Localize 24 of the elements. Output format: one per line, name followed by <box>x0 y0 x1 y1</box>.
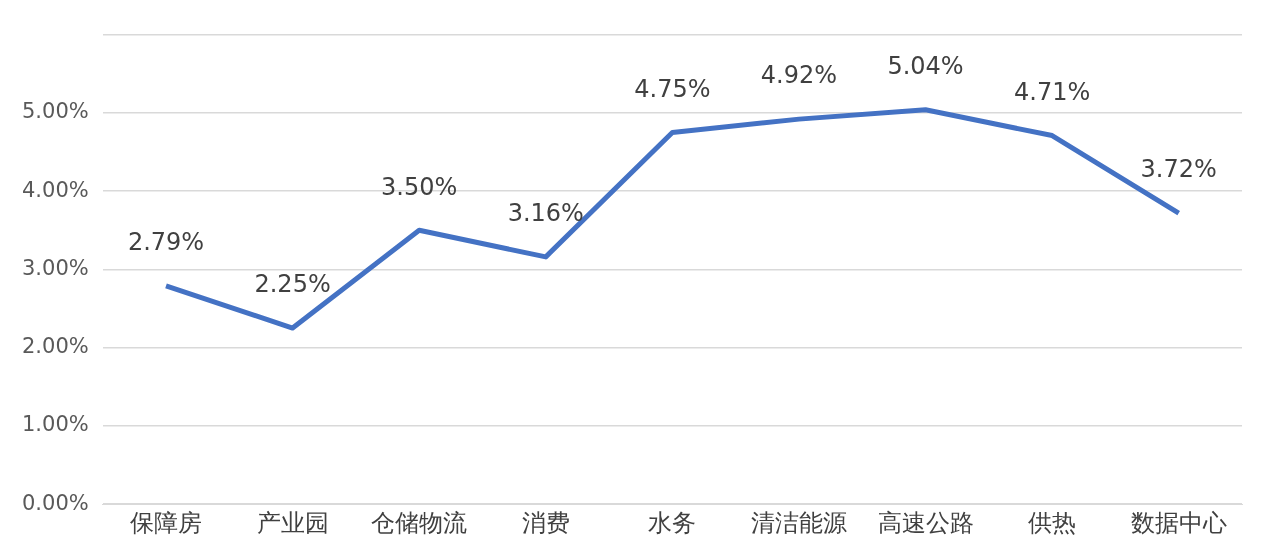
data-label: 3.50% <box>381 172 458 201</box>
data-label: 4.92% <box>760 61 838 90</box>
x-tick-label: 保障房 <box>130 508 203 537</box>
x-tick-label: 供热 <box>1028 508 1077 537</box>
x-tick-label: 消费 <box>521 508 570 537</box>
y-tick-label: 0.00% <box>21 490 89 515</box>
x-tick-label: 高速公路 <box>877 508 974 537</box>
data-label: 5.04% <box>887 51 964 80</box>
y-tick-label: 3.00% <box>21 255 89 280</box>
data-label: 3.72% <box>1140 155 1217 184</box>
y-tick-label: 1.00% <box>21 412 89 437</box>
data-label: 2.25% <box>254 270 331 299</box>
x-tick-label: 水务 <box>648 508 697 537</box>
x-tick-label: 清洁能源 <box>750 508 847 537</box>
y-tick-label: 4.00% <box>21 177 89 202</box>
x-tick-label: 产业园 <box>256 508 329 537</box>
data-label: 4.71% <box>1013 77 1091 106</box>
data-label: 2.79% <box>127 228 205 257</box>
y-tick-label: 5.00% <box>21 99 89 124</box>
y-tick-label: 2.00% <box>21 334 89 359</box>
data-label: 3.16% <box>507 199 584 228</box>
x-tick-label: 数据中心 <box>1130 508 1227 537</box>
x-tick-label: 仓储物流 <box>371 508 468 537</box>
data-label: 4.75% <box>634 74 711 103</box>
